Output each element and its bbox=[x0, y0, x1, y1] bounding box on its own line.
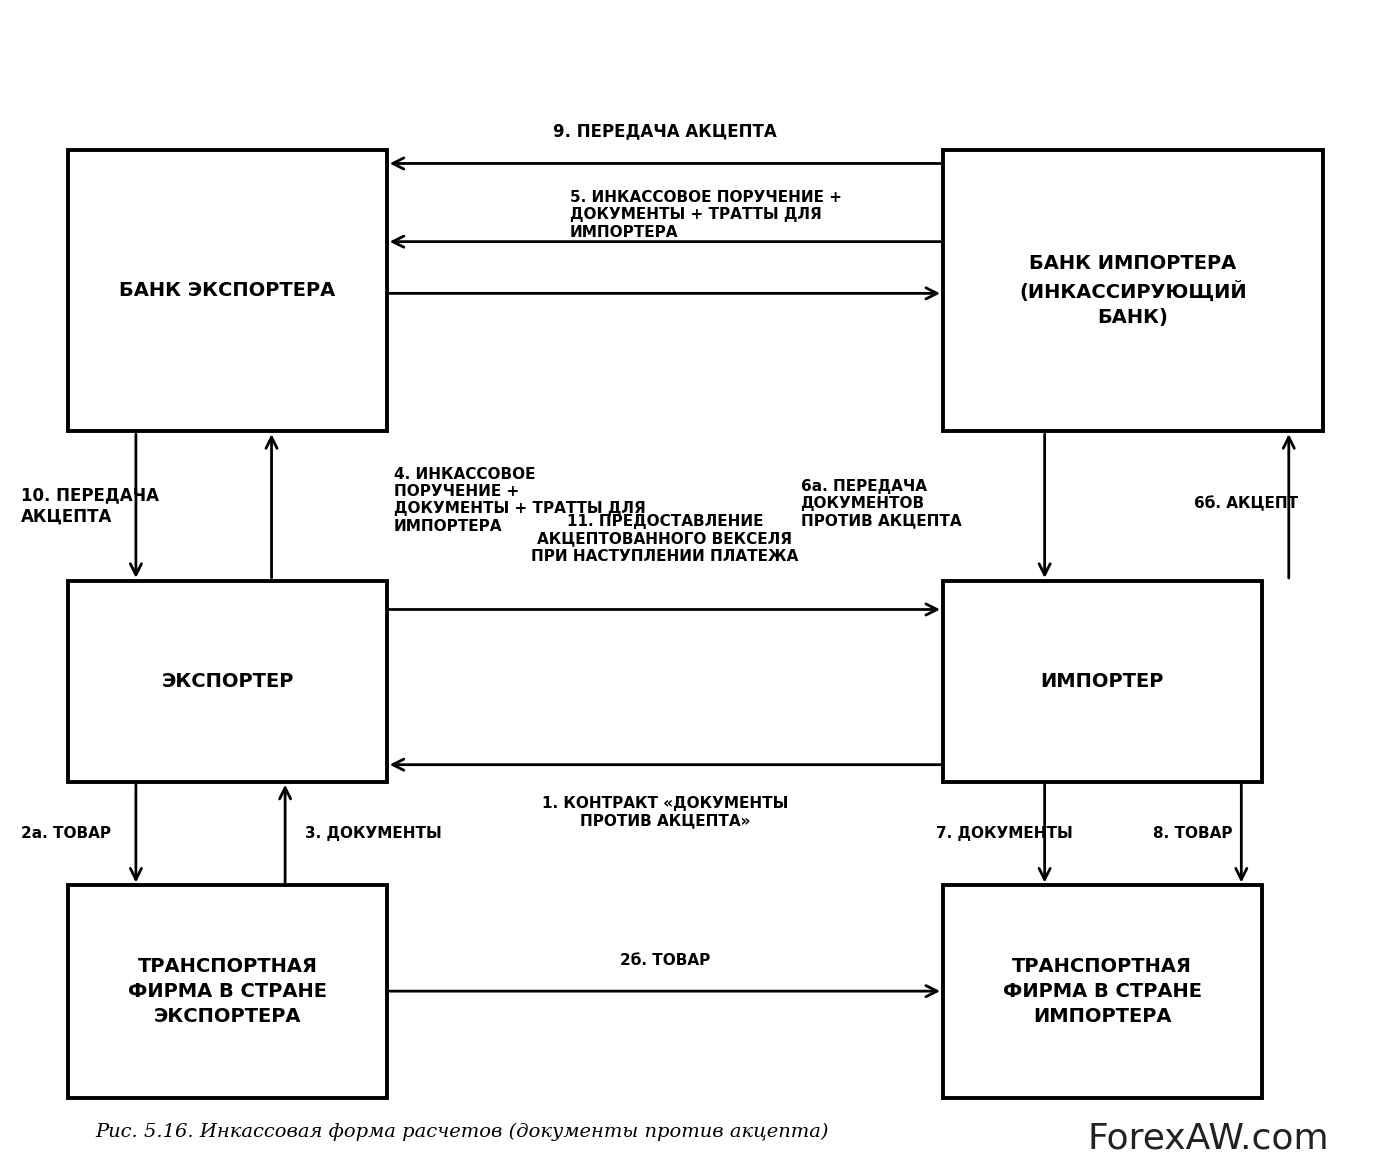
Text: 3. ДОКУМЕНТЫ: 3. ДОКУМЕНТЫ bbox=[306, 826, 443, 841]
Text: 10. ПЕРЕДАЧА
АКЦЕПТА: 10. ПЕРЕДАЧА АКЦЕПТА bbox=[21, 487, 159, 526]
Text: 5. ИНКАССОВОЕ ПОРУЧЕНИЕ +
ДОКУМЕНТЫ + ТРАТТЫ ДЛЯ
ИМПОРТЕРА: 5. ИНКАССОВОЕ ПОРУЧЕНИЕ + ДОКУМЕНТЫ + ТР… bbox=[570, 190, 841, 239]
Text: 4. ИНКАССОВОЕ
ПОРУЧЕНИЕ +
ДОКУМЕНТЫ + ТРАТТЫ ДЛЯ
ИМПОРТЕРА: 4. ИНКАССОВОЕ ПОРУЧЕНИЕ + ДОКУМЕНТЫ + ТР… bbox=[393, 467, 645, 534]
Text: ForexAW.com: ForexAW.com bbox=[1088, 1121, 1330, 1155]
Bar bbox=[68, 150, 386, 432]
Text: 6а. ПЕРЕДАЧА
ДОКУМЕНТОВ
ПРОТИВ АКЦЕПТА: 6а. ПЕРЕДАЧА ДОКУМЕНТОВ ПРОТИВ АКЦЕПТА bbox=[800, 479, 960, 529]
Text: 9. ПЕРЕДАЧА АКЦЕПТА: 9. ПЕРЕДАЧА АКЦЕПТА bbox=[554, 122, 776, 141]
Text: ТРАНСПОРТНАЯ
ФИРМА В СТРАНЕ
ЭКСПОРТЕРА: ТРАНСПОРТНАЯ ФИРМА В СТРАНЕ ЭКСПОРТЕРА bbox=[127, 957, 327, 1026]
Text: ТРАНСПОРТНАЯ
ФИРМА В СТРАНЕ
ИМПОРТЕРА: ТРАНСПОРТНАЯ ФИРМА В СТРАНЕ ИМПОРТЕРА bbox=[1003, 957, 1201, 1026]
Text: БАНК ИМПОРТЕРА
(ИНКАССИРУЮЩИЙ
БАНК): БАНК ИМПОРТЕРА (ИНКАССИРУЮЩИЙ БАНК) bbox=[1019, 255, 1247, 326]
Text: ИМПОРТЕР: ИМПОРТЕР bbox=[1041, 672, 1164, 691]
Text: 11. ПРЕДОСТАВЛЕНИЕ
АКЦЕПТОВАННОГО ВЕКСЕЛЯ
ПРИ НАСТУПЛЕНИИ ПЛАТЕЖА: 11. ПРЕДОСТАВЛЕНИЕ АКЦЕПТОВАННОГО ВЕКСЕЛ… bbox=[531, 514, 799, 563]
Text: 8. ТОВАР: 8. ТОВАР bbox=[1153, 826, 1233, 841]
Text: 6б. АКЦЕПТ: 6б. АКЦЕПТ bbox=[1194, 496, 1298, 511]
Text: 2а. ТОВАР: 2а. ТОВАР bbox=[21, 826, 111, 841]
Text: ЭКСПОРТЕР: ЭКСПОРТЕР bbox=[162, 672, 293, 691]
Bar bbox=[68, 886, 386, 1098]
Text: Рис. 5.16. Инкассовая форма расчетов (документы против акцепта): Рис. 5.16. Инкассовая форма расчетов (до… bbox=[95, 1123, 829, 1140]
Text: 2б. ТОВАР: 2б. ТОВАР bbox=[620, 954, 710, 968]
Text: 1. КОНТРАКТ «ДОКУМЕНТЫ
ПРОТИВ АКЦЕПТА»: 1. КОНТРАКТ «ДОКУМЕНТЫ ПРОТИВ АКЦЕПТА» bbox=[541, 795, 787, 828]
Bar bbox=[68, 581, 386, 782]
Bar bbox=[943, 886, 1262, 1098]
Bar bbox=[943, 150, 1323, 432]
Text: 7. ДОКУМЕНТЫ: 7. ДОКУМЕНТЫ bbox=[936, 826, 1073, 841]
Bar bbox=[943, 581, 1262, 782]
Text: БАНК ЭКСПОРТЕРА: БАНК ЭКСПОРТЕРА bbox=[119, 282, 335, 300]
